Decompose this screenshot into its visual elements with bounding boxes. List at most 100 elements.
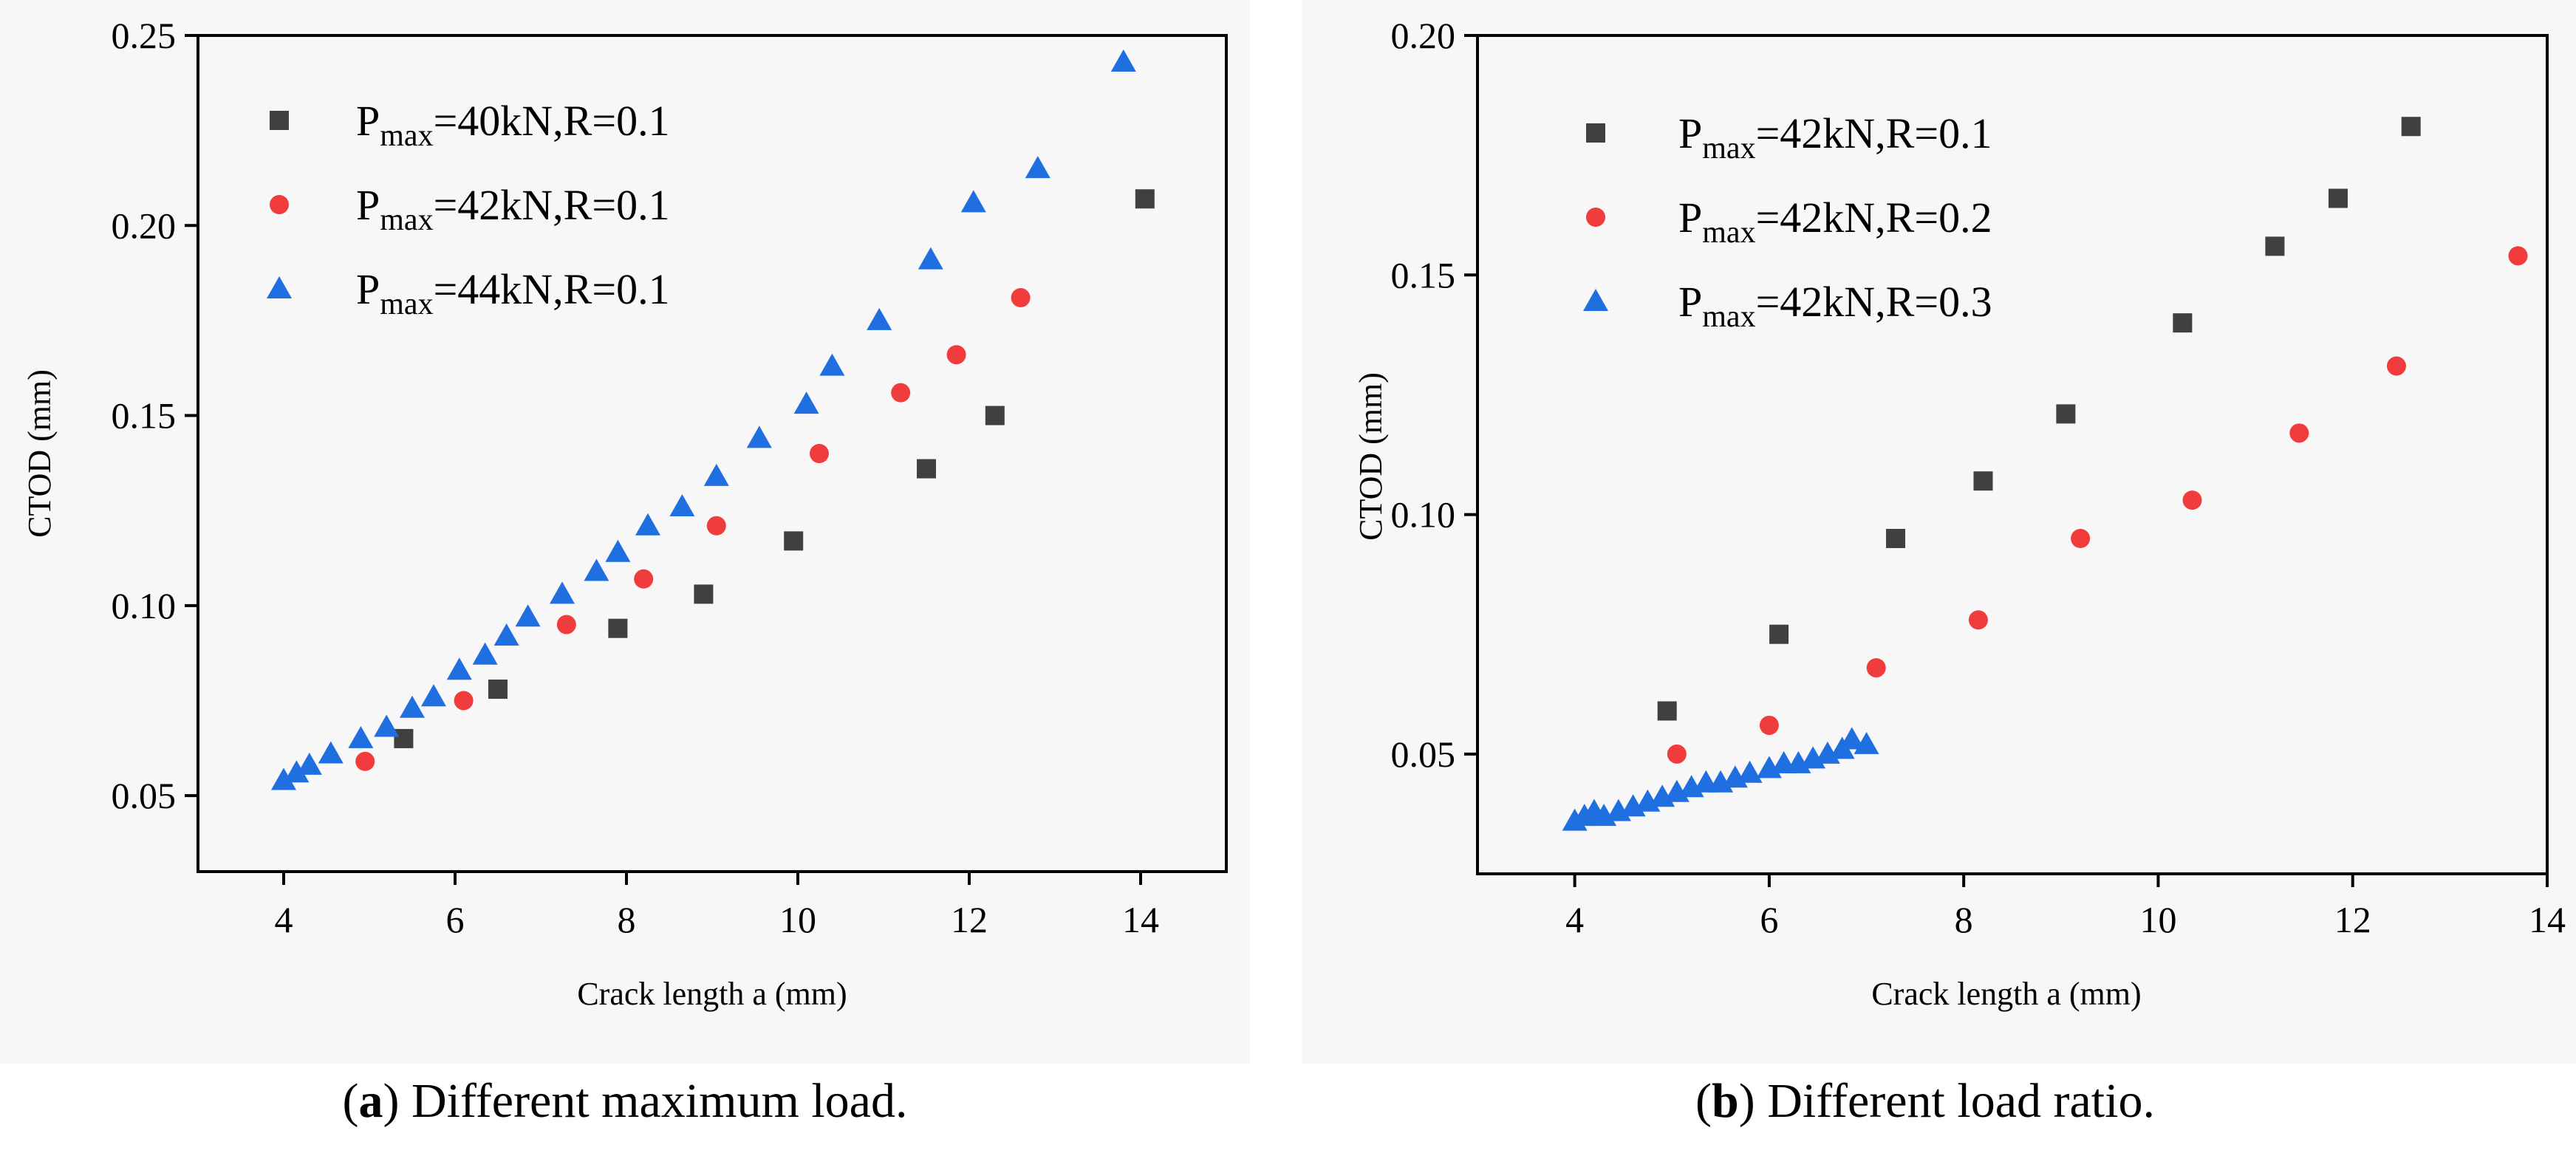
panel-b-series-1-point-1 — [1759, 715, 1779, 735]
panel-b-x-tick-label-1: 6 — [1760, 899, 1778, 940]
panel-b-x-tick-label-0: 4 — [1565, 899, 1584, 940]
panel-a-x-axis-label: Crack length a (mm) — [577, 976, 847, 1012]
panel-a-legend-marker-2 — [267, 276, 292, 298]
panel-a-legend-marker-0 — [270, 111, 289, 130]
panel-b-series-1-point-6 — [2289, 423, 2309, 443]
panel-b-legend-marker-0 — [1586, 123, 1605, 143]
panel-b-series-1-point-7 — [2386, 356, 2406, 376]
panel-b-series-2-point-20 — [1839, 727, 1865, 750]
panel-a-series-1 — [355, 288, 1031, 771]
panel-a-x-tick-label-2: 8 — [618, 899, 636, 940]
panel-a-x-tick-label-5: 14 — [1122, 899, 1159, 940]
panel-b-legend-label-1-rest: =42kN,R=0.2 — [1756, 194, 1992, 242]
panel-a-series-2-point-21 — [867, 307, 892, 330]
panel-a-series-0-point-1 — [488, 680, 508, 700]
panel-b-legend-label-0-base: P — [1678, 109, 1702, 157]
panel-b-y-tick-label-1: 0.10 — [1391, 494, 1456, 536]
panel-b-series-0-point-6 — [2265, 236, 2285, 256]
panel-b-y-tick-label-3: 0.20 — [1391, 15, 1456, 56]
panel-a-series-1-point-8 — [1011, 288, 1031, 308]
panel-a-x-tick-label-4: 12 — [951, 899, 988, 940]
panel-a-legend-label-2-rest: =44kN,R=0.1 — [434, 265, 670, 313]
panel-b-x-tick-label-4: 12 — [2334, 899, 2371, 940]
panel-a-x-tick-label-1: 6 — [446, 899, 465, 940]
panel-b-series-0-point-7 — [2328, 188, 2348, 208]
panel-a-y-tick-label-3: 0.20 — [112, 205, 177, 246]
panel-b-legend: Pmax=42kN,R=0.1Pmax=42kN,R=0.2Pmax=42kN,… — [1583, 109, 1992, 334]
panel-a-series-2-point-5 — [374, 714, 400, 737]
panel-a-series-2-point-10 — [493, 623, 519, 646]
panel-b-axes-frame — [1476, 34, 2549, 875]
panel-b-series-0-point-1 — [1769, 624, 1789, 644]
panel-b-plot-area: 4 6 8 10 12 140.050.100.150.20Pmax=42kN,R=0.1… — [1391, 15, 2566, 940]
panel-a-series-1-point-4 — [706, 516, 726, 536]
panel-b-series-1-point-8 — [2508, 246, 2528, 266]
panel-a-series-2-point-15 — [635, 513, 660, 536]
panel-a-caption-letter: a — [359, 1074, 383, 1128]
panel-b-legend-label-1-base: P — [1678, 194, 1702, 242]
panel-a-legend-label-0: Pmax=40kN,R=0.1 — [356, 97, 670, 153]
panel-a-series-0-point-5 — [917, 459, 936, 479]
panel-a-series-2-point-20 — [819, 353, 845, 376]
panel-a-legend-marker-1 — [270, 195, 289, 214]
panel-b-series-1-point-3 — [1968, 610, 1988, 630]
panel-a-series-2-point-4 — [348, 725, 374, 748]
panel-b-series-1 — [1667, 246, 2528, 764]
panel-a-series-2-point-0 — [271, 767, 296, 790]
panel-a-y-tick-label-2: 0.15 — [112, 395, 177, 437]
panel-a-series-1-point-6 — [891, 383, 911, 403]
panel-a-series-1-point-0 — [355, 751, 375, 771]
panel-a-series-2-point-18 — [746, 425, 772, 448]
panel-b-series-1-point-0 — [1667, 744, 1687, 764]
panel-a-series-0-point-0 — [394, 728, 414, 748]
panel-a-series-0-point-7 — [1135, 189, 1155, 209]
panel-a-plot-area: 4 6 8 10 12 140.050.100.150.200.25Pmax=40kN,R… — [112, 15, 1160, 940]
panel-b-series-0-point-8 — [2401, 117, 2421, 137]
panel-a-series-0-point-3 — [694, 584, 714, 604]
panel-b-series-1-point-4 — [2071, 529, 2091, 548]
panel-b-series-0-point-5 — [2173, 313, 2193, 333]
panel-a-series-2-point-25 — [1110, 49, 1136, 72]
panel-b-x-axis-label: Crack length a (mm) — [1871, 976, 2141, 1012]
panel-a-caption: (a) Different maximum load. — [343, 1074, 908, 1128]
panel-b-legend-marker-2 — [1583, 289, 1608, 311]
panel-a-series-1-point-7 — [946, 345, 966, 365]
panel-a-series-0-point-4 — [784, 531, 804, 551]
panel-a-legend-label-1-subscript: max — [380, 203, 433, 237]
panel-a-legend-label-0-rest: =40kN,R=0.1 — [434, 97, 670, 145]
panel-b-legend-label-2-base: P — [1678, 278, 1702, 326]
panel-b-y-tick-label-2: 0.15 — [1391, 254, 1456, 295]
panel-b-series-0-point-0 — [1657, 701, 1677, 721]
panel-b-series-0-point-3 — [1973, 471, 1993, 491]
panel-b-x-tick-label-5: 14 — [2529, 899, 2566, 940]
panel-a-legend-label-1-rest: =42kN,R=0.1 — [434, 181, 670, 229]
panel-a-series-2-point-11 — [515, 604, 541, 627]
panel-a-series-0-point-2 — [608, 618, 628, 638]
panel-a-y-axis-label: CTOD (mm) — [21, 369, 58, 538]
panel-a-y-tick-label-1: 0.10 — [112, 585, 177, 626]
panel-a-series-2-point-23 — [960, 190, 986, 213]
panel-a-caption-text: ) Different maximum load. — [383, 1074, 908, 1128]
panel-a-legend-label-2: Pmax=44kN,R=0.1 — [356, 265, 670, 321]
panel-b-series-1-point-5 — [2182, 490, 2202, 510]
panel-b: 4 6 8 10 12 140.050.100.150.20Pmax=42kN,R=0.1… — [1302, 0, 2576, 1128]
panel-a-legend-label-2-base: P — [356, 265, 380, 313]
panel-a-series-2-point-3 — [318, 741, 344, 764]
panel-a-x-tick-label-3: 10 — [779, 899, 816, 940]
panel-b-legend-label-1-subscript: max — [1702, 216, 1755, 250]
panel-b-x-tick-label-3: 10 — [2139, 899, 2176, 940]
panel-b-legend-marker-1 — [1586, 208, 1605, 227]
panel-a-series-2-point-16 — [669, 494, 695, 517]
panel-a-series-2-point-22 — [918, 247, 943, 270]
panel-b-series-2-point-13 — [1737, 760, 1763, 783]
panel-b-legend-label-2-subscript: max — [1702, 300, 1755, 334]
panel-a-series-2-point-6 — [400, 695, 425, 718]
panel-b-series-0 — [1657, 117, 2421, 721]
panel-a-y-tick-label-0: 0.05 — [112, 775, 177, 816]
panel-a-series-2-point-8 — [446, 657, 472, 680]
panel-b-series-0-point-4 — [2056, 404, 2076, 424]
panel-a-series-1-point-1 — [454, 691, 474, 711]
panel-a-series-2-point-17 — [703, 463, 729, 486]
panel-a-series-0-point-6 — [985, 406, 1005, 425]
